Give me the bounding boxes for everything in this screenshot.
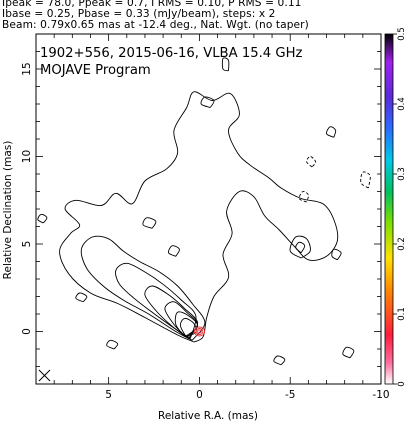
colorbar-tick-label: 0 <box>397 381 407 386</box>
negative-contour-0 <box>360 171 371 189</box>
chart-subtitle: MOJAVE Program <box>40 63 151 78</box>
contour-7-6 <box>179 317 197 337</box>
y-tick-label: 0 <box>21 328 33 335</box>
header-line-2: Ibase = 0.25, Pbase = 0.33 (mJy/beam), s… <box>2 8 276 20</box>
x-axis-label: Relative R.A. (mas) <box>158 410 258 422</box>
contour-island-16 <box>75 292 88 303</box>
contour-3-2 <box>115 262 197 339</box>
contour-island-18 <box>221 57 230 72</box>
colorbar-tick-label: 0.5 <box>397 27 407 41</box>
contour-island-14 <box>168 245 180 257</box>
colorbar-ticks: 0 0.1 0.2 0.3 0.4 0.5 <box>393 27 407 387</box>
negative-contour-2 <box>306 156 317 168</box>
contour-2-1 <box>80 235 206 341</box>
contour-island-19 <box>342 346 355 359</box>
colorbar-tick-label: 0.2 <box>397 237 407 251</box>
axis-ticks: 5 0 -5 -10 0 5 10 15 <box>21 33 390 401</box>
contour-outer-0 <box>59 91 339 343</box>
y-tick-label: 15 <box>21 62 33 75</box>
beam-marker <box>38 369 51 382</box>
contour-island-13 <box>37 213 48 224</box>
x-tick-label: -5 <box>285 389 295 401</box>
contour-island-12 <box>331 248 342 261</box>
contour-island-15 <box>273 355 286 366</box>
plot-frame <box>35 33 382 385</box>
y-axis-label: Relative Declination (mas) <box>2 141 14 280</box>
x-tick-label: -10 <box>372 389 389 401</box>
negative-contour-1 <box>298 190 309 203</box>
contour-4-3 <box>144 285 199 339</box>
header-line-3: Beam: 0.79x0.65 mas at -12.4 deg., Nat. … <box>2 19 309 31</box>
colorbar <box>384 33 394 385</box>
core-contour-0 <box>193 326 206 337</box>
core-contour-2 <box>197 329 202 334</box>
contour-island-17 <box>106 339 119 350</box>
y-tick-label: 10 <box>21 150 33 163</box>
x-tick-label: 0 <box>196 389 203 401</box>
contour-island-11 <box>325 126 337 138</box>
colorbar-tick-label: 0.1 <box>397 307 407 321</box>
x-tick-label: 5 <box>105 389 112 401</box>
header-line-1: Ipeak = 78.0, Ppeak = 0.7, I RMS = 0.10,… <box>2 0 302 9</box>
contour-lobe-7 <box>289 235 311 259</box>
core-contour-1 <box>195 328 204 335</box>
colorbar-tick-label: 0.4 <box>397 97 407 111</box>
y-tick-label: 5 <box>21 241 33 248</box>
contour-island-10 <box>200 96 215 108</box>
contour-lobe-inner-8 <box>295 241 306 254</box>
chart-title: 1902+556, 2015-06-16, VLBA 15.4 GHz <box>40 46 303 61</box>
contour-island-9 <box>142 217 157 229</box>
colorbar-tick-label: 0.3 <box>397 167 407 181</box>
contour-lines <box>37 57 371 366</box>
